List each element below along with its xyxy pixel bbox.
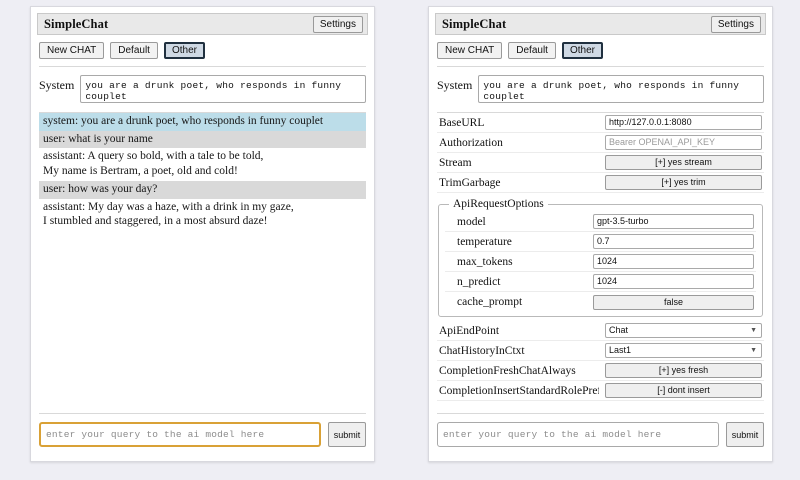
- setting-row-temperature: temperature 0.7: [445, 232, 756, 252]
- chat-message-system: system: you are a drunk poet, who respon…: [39, 113, 366, 131]
- setting-select-apiendpoint[interactable]: Chat ▼: [605, 323, 762, 338]
- setting-input-n-predict[interactable]: 1024: [593, 274, 754, 289]
- setting-toggle-completioninsertstandardroleprefix[interactable]: [-] dont insert: [605, 383, 762, 398]
- setting-row-n-predict: n_predict 1024: [445, 272, 756, 292]
- setting-select-chathistoryinctxt-value: Last1: [609, 345, 632, 355]
- setting-label-chathistoryinctxt: ChatHistoryInCtxt: [439, 344, 525, 357]
- api-request-options-fieldset: ApiRequestOptions model gpt-3.5-turbo te…: [438, 198, 763, 317]
- app-title: SimpleChat: [44, 16, 109, 31]
- setting-input-model[interactable]: gpt-3.5-turbo: [593, 214, 754, 229]
- setting-label-n-predict: n_predict: [457, 275, 501, 288]
- title-bar-settings: SimpleChat Settings: [435, 13, 766, 35]
- setting-label-cache-prompt: cache_prompt: [457, 296, 523, 308]
- chat-message-user-2: user: how was your day?: [39, 180, 366, 199]
- query-input-settings[interactable]: enter your query to the ai model here: [437, 422, 719, 447]
- setting-row-trimgarbage: TrimGarbage [+] yes trim: [437, 173, 764, 193]
- system-prompt-input-settings[interactable]: you are a drunk poet, who responds in fu…: [478, 75, 764, 103]
- setting-label-authorization: Authorization: [439, 136, 503, 149]
- divider-above-query-settings: [437, 413, 764, 414]
- settings-list: BaseURL http://127.0.0.1:8080 Authorizat…: [429, 113, 772, 413]
- setting-input-authorization[interactable]: Bearer OPENAI_API_KEY: [605, 135, 762, 150]
- query-input[interactable]: enter your query to the ai model here: [39, 422, 321, 447]
- chat-log[interactable]: system: you are a drunk poet, who respon…: [31, 113, 374, 413]
- setting-toggle-stream[interactable]: [+] yes stream: [605, 155, 762, 170]
- chat-panel: SimpleChat Settings New CHAT Default Oth…: [30, 6, 375, 462]
- setting-toggle-trimgarbage[interactable]: [+] yes trim: [605, 175, 762, 190]
- setting-row-model: model gpt-3.5-turbo: [445, 212, 756, 232]
- settings-panel: SimpleChat Settings New CHAT Default Oth…: [428, 6, 773, 462]
- chat-message-user-1: user: what is your name: [39, 130, 366, 149]
- query-bar-settings: enter your query to the ai model here su…: [429, 413, 772, 455]
- divider-under-system-settings: [437, 112, 764, 113]
- tab-default-settings[interactable]: Default: [508, 42, 556, 59]
- setting-select-apiendpoint-value: Chat: [609, 325, 629, 335]
- setting-label-stream: Stream: [439, 156, 472, 169]
- setting-row-cache-prompt: cache_prompt false: [445, 292, 756, 312]
- divider-above-query: [39, 413, 366, 414]
- system-prompt-row: System you are a drunk poet, who respond…: [31, 67, 374, 112]
- setting-row-authorization: Authorization Bearer OPENAI_API_KEY: [437, 133, 764, 153]
- setting-label-max-tokens: max_tokens: [457, 255, 513, 268]
- setting-input-max-tokens[interactable]: 1024: [593, 254, 754, 269]
- setting-label-apiendpoint: ApiEndPoint: [439, 324, 500, 337]
- system-prompt-input[interactable]: you are a drunk poet, who responds in fu…: [80, 75, 366, 103]
- tab-new-chat-settings[interactable]: New CHAT: [437, 42, 503, 59]
- setting-label-completionfreshchatalways: CompletionFreshChatAlways: [439, 364, 576, 377]
- setting-label-temperature: temperature: [457, 235, 512, 248]
- setting-row-chathistoryinctxt: ChatHistoryInCtxt Last1 ▼: [437, 341, 764, 361]
- setting-label-model: model: [457, 215, 486, 228]
- settings-button-settings[interactable]: Settings: [710, 15, 761, 33]
- divider-top: [39, 66, 366, 67]
- submit-button[interactable]: submit: [328, 422, 366, 447]
- setting-row-completionfreshchatalways: CompletionFreshChatAlways [+] yes fresh: [437, 361, 764, 381]
- setting-row-completioninsertstandardroleprefix: CompletionInsertStandardRolePrefix [-] d…: [437, 381, 764, 401]
- title-bar: SimpleChat Settings: [37, 13, 368, 35]
- query-bar: enter your query to the ai model here su…: [31, 413, 374, 455]
- setting-label-baseurl: BaseURL: [439, 116, 485, 129]
- app-title-settings: SimpleChat: [442, 16, 507, 31]
- tab-default[interactable]: Default: [110, 42, 158, 59]
- api-request-options-legend: ApiRequestOptions: [453, 198, 544, 210]
- tab-other-settings[interactable]: Other: [561, 42, 603, 59]
- setting-toggle-cache-prompt[interactable]: false: [593, 294, 754, 310]
- chevron-down-icon: ▼: [750, 327, 757, 334]
- setting-input-temperature[interactable]: 0.7: [593, 234, 754, 249]
- setting-toggle-completionfreshchatalways[interactable]: [+] yes fresh: [605, 363, 762, 378]
- setting-label-completioninsertstandardroleprefix: CompletionInsertStandardRolePrefix: [439, 384, 599, 397]
- setting-label-trimgarbage: TrimGarbage: [439, 176, 501, 189]
- setting-input-baseurl[interactable]: http://127.0.0.1:8080: [605, 115, 762, 130]
- tab-bar: New CHAT Default Other: [31, 35, 374, 66]
- tab-new-chat[interactable]: New CHAT: [39, 42, 105, 59]
- tab-bar-settings: New CHAT Default Other: [429, 35, 772, 66]
- settings-button[interactable]: Settings: [312, 15, 363, 33]
- chat-message-assistant-1: assistant: A query so bold, with a tale …: [43, 150, 264, 178]
- system-prompt-label-settings: System: [437, 78, 473, 92]
- divider-top-settings: [437, 66, 764, 67]
- setting-row-apiendpoint: ApiEndPoint Chat ▼: [437, 321, 764, 341]
- setting-row-max-tokens: max_tokens 1024: [445, 252, 756, 272]
- tab-other[interactable]: Other: [163, 42, 205, 59]
- setting-row-stream: Stream [+] yes stream: [437, 153, 764, 173]
- setting-select-chathistoryinctxt[interactable]: Last1 ▼: [605, 343, 762, 358]
- system-prompt-row-settings: System you are a drunk poet, who respond…: [429, 67, 772, 112]
- submit-button-settings[interactable]: submit: [726, 422, 764, 447]
- setting-row-baseurl: BaseURL http://127.0.0.1:8080: [437, 113, 764, 133]
- chevron-down-icon-2: ▼: [750, 347, 757, 354]
- chat-message-assistant-2: assistant: My day was a haze, with a dri…: [43, 200, 294, 228]
- divider-under-system: [39, 112, 366, 113]
- system-prompt-label: System: [39, 78, 75, 92]
